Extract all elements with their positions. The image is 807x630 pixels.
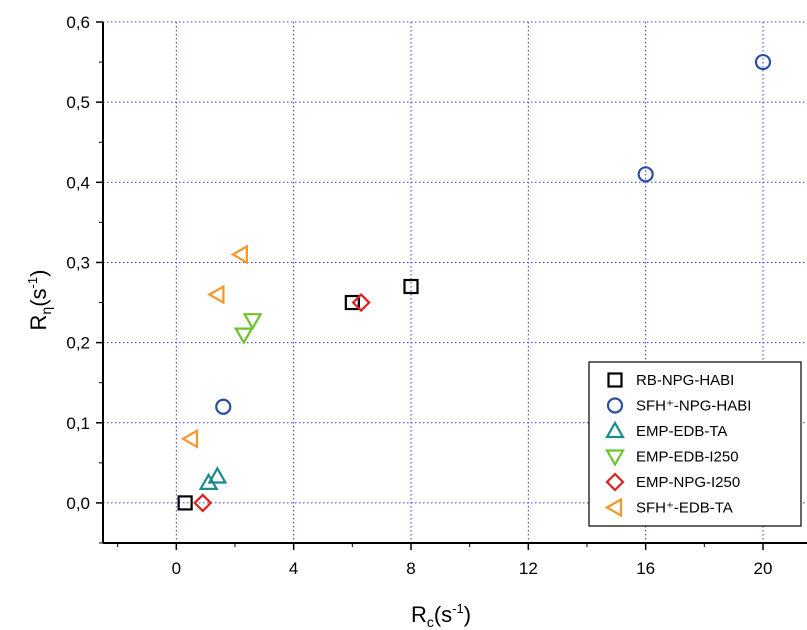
- legend-marker-emp-npg-i250: [605, 472, 625, 492]
- point-sfh-npg-habi: [637, 166, 654, 183]
- legend-marker-sfh-npg-habi: [606, 397, 624, 414]
- point-rb-npg-habi: [177, 495, 193, 511]
- point-sfh-edb-ta: [207, 284, 225, 305]
- legend-marker-sfh-edb-ta: [604, 497, 623, 518]
- point-rb-npg-habi: [403, 278, 419, 295]
- tick-marks: [96, 21, 764, 550]
- point-sfh-npg-habi: [754, 53, 772, 71]
- x-tick-label: 0: [172, 559, 181, 578]
- legend-marker-rb-npg-habi: [607, 372, 623, 388]
- legend-marker-emp-edb-i250: [605, 449, 625, 467]
- legend: RB-NPG-HABI SFH⁺-NPG-HABI EMP-EDB-TA EMP-ED…: [588, 361, 802, 527]
- axes: [102, 22, 807, 544]
- legend-label-emp-edb-ta: EMP-EDB-TA: [636, 423, 727, 440]
- legend-label-emp-npg-i250: EMP-NPG-I250: [636, 474, 740, 491]
- y-tick-label: 0,1: [66, 414, 90, 433]
- x-axis-title: Rc(s-1): [411, 601, 471, 630]
- point-emp-edb-i250: [242, 313, 263, 331]
- y-axis-title: Rη(s-1): [25, 270, 54, 331]
- y-tick-label: 0,5: [66, 93, 90, 112]
- point-sfh-edb-ta: [180, 428, 199, 449]
- legend-label-rb-npg-habi: RB-NPG-HABI: [636, 372, 734, 389]
- point-emp-edb-ta: [207, 466, 228, 484]
- x-tick-label: 8: [406, 559, 415, 578]
- data-points: [177, 53, 772, 513]
- x-tick-label: 4: [289, 559, 298, 578]
- point-sfh-npg-habi: [215, 398, 232, 415]
- legend-label-emp-edb-i250: EMP-EDB-I250: [636, 449, 739, 466]
- y-tick-label: 0,0: [66, 494, 90, 513]
- legend-box: [588, 361, 802, 527]
- x-tick-label: 12: [519, 559, 538, 578]
- y-tick-label: 0,2: [66, 334, 90, 353]
- y-tick-label: 0,4: [66, 173, 90, 192]
- legend-marker-emp-edb-ta: [605, 420, 625, 439]
- grid-lines: [103, 21, 807, 543]
- y-tick-label: 0,3: [66, 253, 90, 272]
- legend-label-sfh-npg-habi: SFH⁺-NPG-HABI: [636, 398, 751, 415]
- point-emp-npg-i250: [351, 292, 371, 313]
- legend-label-sfh-edb-ta: SFH⁺-EDB-TA: [636, 500, 733, 517]
- y-tick-label: 0,6: [66, 13, 90, 32]
- point-emp-edb-i250: [233, 327, 254, 345]
- x-tick-label: 16: [636, 559, 655, 578]
- point-sfh-edb-ta: [230, 244, 248, 265]
- point-emp-npg-i250: [193, 493, 213, 513]
- x-tick-label: 20: [754, 559, 773, 578]
- tick-labels: 0 4 8 12 16 20 0,0 0,1 0,2 0,3 0,4 0,5 0,6: [66, 13, 772, 578]
- point-rb-npg-habi: [344, 294, 360, 311]
